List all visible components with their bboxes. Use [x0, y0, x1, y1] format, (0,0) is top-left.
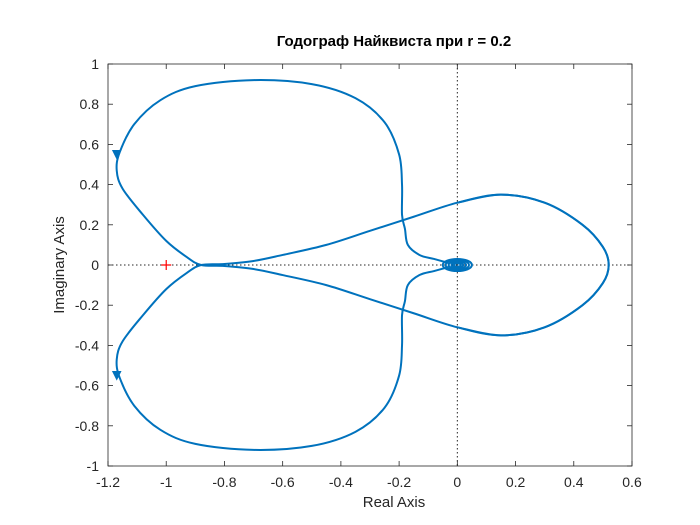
inner-spiral-loop: [447, 260, 468, 270]
nyquist-curves: [115, 79, 610, 451]
zero-lines: [108, 64, 632, 466]
y-tick-label: 0: [91, 257, 99, 273]
x-tick-label: -0.2: [387, 474, 411, 490]
y-tick-label: 0.6: [80, 136, 100, 152]
x-tick-label: 0.4: [564, 474, 584, 490]
y-tick-label: 0.8: [80, 96, 100, 112]
y-tick-label: 1: [91, 56, 99, 72]
x-tick-label: 0: [453, 474, 461, 490]
x-axis-label: Real Axis: [363, 494, 426, 511]
inner-spiral-loop: [444, 258, 470, 272]
direction-arrow: [111, 371, 122, 381]
y-tick-label: -0.4: [75, 337, 99, 353]
x-tick-label: 0.2: [506, 474, 526, 490]
inner-spiral-loop: [452, 262, 462, 268]
x-tick-label: 0.6: [622, 474, 642, 490]
critical-point-marker: [161, 260, 172, 270]
x-tick-label: -0.6: [271, 474, 295, 490]
direction-arrow: [111, 149, 122, 160]
inner-spiral-loop: [450, 261, 465, 269]
y-tick-label: -0.6: [75, 378, 99, 394]
y-tick-label: -1: [87, 458, 100, 474]
y-tick-label: -0.8: [75, 418, 99, 434]
y-tick-label: -0.2: [75, 297, 99, 313]
y-tick-label: 0.2: [80, 217, 100, 233]
x-tick-label: -1: [160, 474, 173, 490]
nyquist-branch-2: [115, 193, 610, 451]
chart-title: Годограф Найквиста при r = 0.2: [277, 33, 511, 50]
x-tick-label: -0.4: [329, 474, 353, 490]
axis-ticks: -1.2 -1 -0.8 -0.6 -0.4 -0.2 0 0.2 0.4 0.610.80.60…: [75, 56, 642, 490]
y-tick-label: 0.4: [80, 177, 100, 193]
inner-spiral-loop: [441, 257, 473, 273]
x-tick-label: -1.2: [96, 474, 120, 490]
x-tick-label: -0.8: [212, 474, 236, 490]
markers: [111, 149, 172, 381]
y-axis-label: Imaginary Axis: [51, 216, 68, 314]
